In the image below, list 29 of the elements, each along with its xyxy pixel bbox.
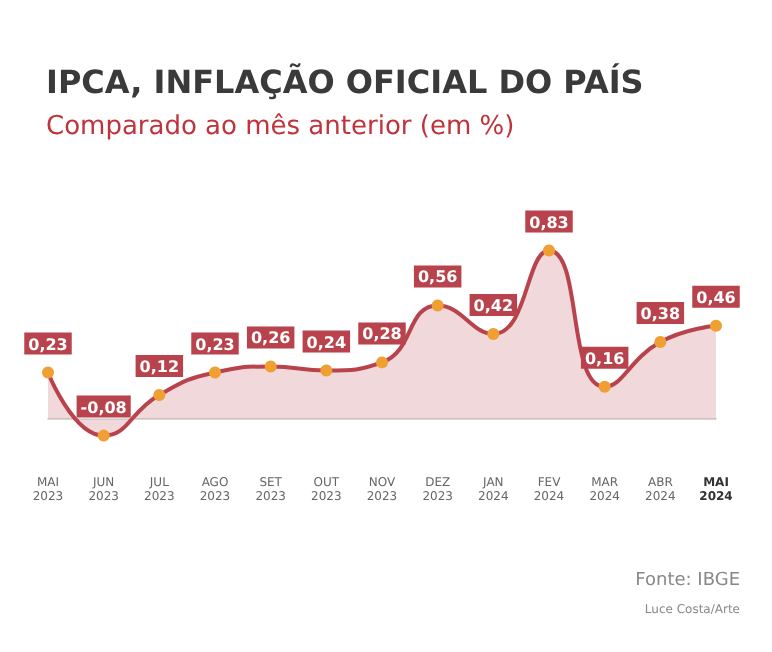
point [97, 429, 110, 442]
point [431, 299, 444, 312]
point [543, 244, 555, 257]
point [320, 364, 333, 377]
point [264, 360, 277, 373]
point [598, 380, 611, 393]
point [153, 388, 166, 401]
data-label: 0,24 [306, 333, 347, 352]
point [487, 327, 500, 340]
point [376, 356, 388, 369]
data-label: -0,08 [80, 398, 128, 417]
point [710, 319, 722, 332]
data-label: 0,28 [362, 325, 403, 344]
chart-subtitle: Comparado ao mês anterior (em %) [46, 112, 515, 142]
chart-title: IPCA, INFLAÇÃO OFICIAL DO PAÍS [46, 63, 644, 101]
point [654, 336, 667, 349]
data-label: 0,26 [250, 329, 292, 348]
data-label: 0,12 [139, 357, 180, 376]
data-label: 0,83 [529, 213, 569, 232]
data-label: 0,56 [417, 268, 459, 287]
data-label: 0,16 [584, 349, 626, 368]
source-note: Fonte: IBGE [635, 571, 741, 591]
data-label: 0,23 [195, 335, 235, 354]
data-label: 0,38 [640, 305, 681, 324]
data-label: 0,42 [473, 296, 514, 315]
data-label: 0,23 [28, 335, 68, 354]
point [42, 366, 54, 379]
data-label: 0,46 [696, 288, 737, 307]
point [209, 366, 221, 379]
